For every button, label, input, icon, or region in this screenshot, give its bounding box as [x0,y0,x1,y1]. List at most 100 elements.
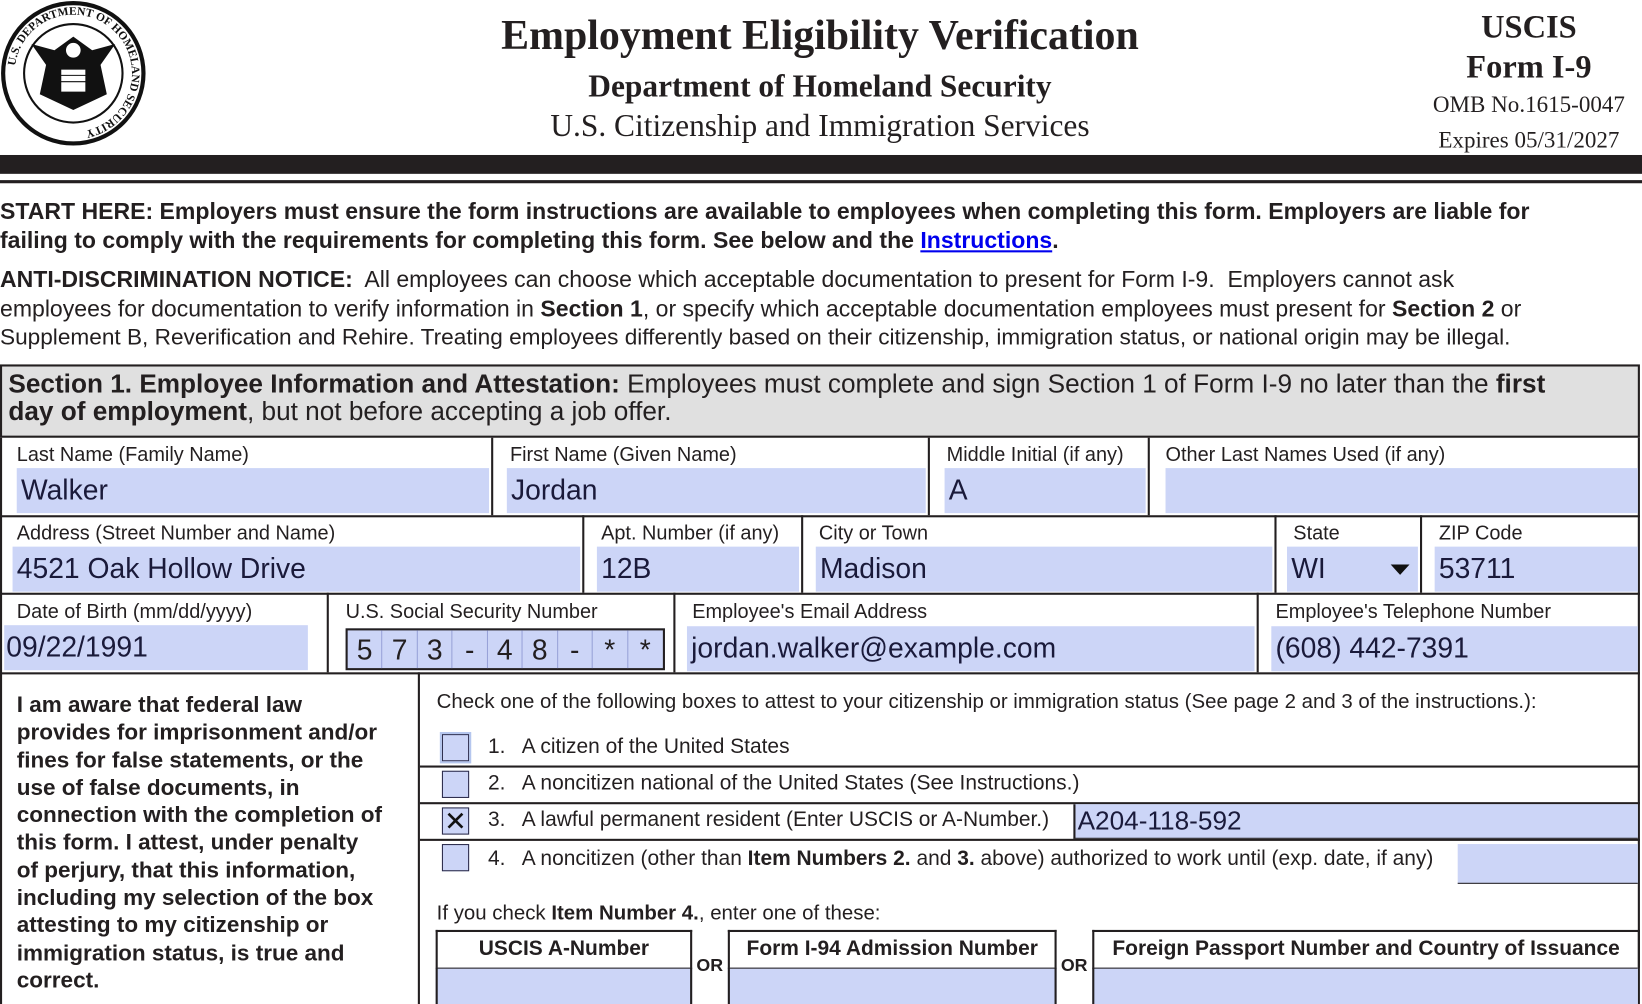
ssn-digit-cell[interactable]: 5 [348,630,383,669]
other-names-input[interactable] [1165,468,1638,514]
dhs-seal-logo: U.S. DEPARTMENT OF HOMELAND SECURITY [1,1,146,146]
checkmark-x-icon: ✕ [444,805,467,837]
attestation-statement-line: provides for imprisonment and/or [16,719,378,745]
ssn-digit-cell[interactable]: 4 [488,630,523,669]
uscis-a-number-header: USCIS A-Number [435,929,693,968]
instructions-link[interactable]: Instructions [920,227,1053,254]
ssn-digit-cell[interactable]: - [453,630,488,669]
column-divider [801,515,804,593]
option-2-label: 2. A noncitizen national of the United S… [487,771,1080,795]
column-divider [1256,592,1259,673]
option-divider [419,802,1640,804]
option-4-label: 4. A noncitizen (other than Item Numbers… [487,847,1434,871]
first-name-label: First Name (Given Name) [509,444,737,467]
column-divider [417,672,420,1004]
first-name-input[interactable]: Jordan [506,468,926,514]
attestation-statement-line: this form. I attest, under penalty [16,829,359,856]
ssn-digit-cell[interactable]: 7 [383,630,418,669]
column-divider [673,592,676,673]
column-divider [1420,515,1423,593]
header-bar [0,154,1642,174]
apt-label: Apt. Number (if any) [601,522,780,545]
right-border [1637,437,1640,1004]
anti-discrimination-line2: employees for documentation to verify in… [0,295,1522,322]
anti-discrimination-line3: Supplement B, Reverification and Rehire.… [0,323,1511,350]
city-input[interactable]: Madison [815,546,1273,592]
phone-input[interactable]: (608) 442-7391 [1271,626,1638,672]
start-here-notice: START HERE: Employers must ensure the fo… [0,197,1530,225]
option-1-label: 1. A citizen of the United States [487,735,790,759]
anti-discrimination-notice: ANTI-DISCRIMINATION NOTICE: All employee… [0,265,1455,293]
column-divider [582,515,585,593]
option-3-checkbox[interactable]: ✕ [441,805,470,837]
i94-number-header: Form I-94 Admission Number [727,929,1057,968]
attestation-statement-line: attesting to my citizenship or [16,912,329,938]
city-label: City or Town [818,522,929,545]
option-divider [419,765,1640,768]
email-input[interactable]: jordan.walker@example.com [686,626,1255,672]
foreign-passport-input[interactable] [1092,967,1638,1004]
ssn-digit-cell[interactable]: * [593,630,628,669]
expiration-date: Expires 05/31/2027 [1438,126,1620,153]
start-here-notice-2: failing to comply with the requirements … [0,227,1059,254]
phone-label: Employee's Telephone Number [1275,601,1552,624]
attestation-statement-line: I am aware that federal law [16,692,303,718]
agency-name: U.S. Citizenship and Immigration Service… [550,108,1090,144]
row-divider [0,672,1640,675]
state-value: WI [1291,552,1326,585]
citizenship-instruction: Check one of the following boxes to atte… [436,690,1537,714]
form-title: Employment Eligibility Verification [501,11,1139,59]
attestation-statement-line: connection with the completion of [16,802,382,828]
attestation-statement-line: use of false documents, in [16,774,300,800]
or-separator: OR [1060,955,1088,975]
left-border [0,437,3,1004]
a-number-input[interactable]: A204-118-592 [1073,804,1638,839]
apt-input[interactable]: 12B [596,546,800,592]
agency-short: USCIS [1481,8,1577,46]
address-label: Address (Street Number and Name) [16,522,336,545]
expiration-date-input[interactable] [1457,844,1638,884]
option-1-checkbox[interactable] [439,731,472,764]
option-2-checkbox[interactable] [441,770,470,798]
attestation-statement-line: correct. [16,967,100,993]
attestation-statement: I am aware that federal law provides for … [17,691,382,994]
address-input[interactable]: 4521 Oak Hollow Drive [12,546,581,592]
middle-initial-label: Middle Initial (if any) [946,444,1124,467]
uscis-a-number-input[interactable] [435,967,693,1004]
ssn-digit-cell[interactable]: - [558,630,593,669]
last-name-input[interactable]: Walker [16,468,490,514]
middle-initial-input[interactable]: A [944,468,1146,514]
dob-input[interactable]: 09/22/1991 [4,625,308,671]
item4-instruction: If you check Item Number 4., enter one o… [436,901,881,925]
row-divider [0,592,1640,595]
header-rule [0,180,1642,184]
attestation-statement-line: fines for false statements, or the [16,747,364,773]
other-names-label: Other Last Names Used (if any) [1165,444,1446,467]
dropdown-arrow-icon [1390,564,1410,575]
state-label: State [1293,522,1340,545]
foreign-passport-header: Foreign Passport Number and Country of I… [1092,929,1640,968]
ssn-digit-cell[interactable]: 3 [418,630,453,669]
column-divider [1147,437,1150,516]
attestation-statement-line: of perjury, that this information, [16,857,356,883]
ssn-digit-cell[interactable]: 8 [523,630,558,669]
ssn-input[interactable]: 5 7 3-4 8- * * [345,628,665,671]
column-divider [326,592,329,673]
zip-label: ZIP Code [1438,522,1523,545]
option-3-label: 3. A lawful permanent resident (Enter US… [487,808,1050,832]
omb-number: OMB No.1615-0047 [1432,91,1625,118]
zip-input[interactable]: 53711 [1434,546,1638,592]
option-4-checkbox[interactable] [441,844,470,872]
section1-header: Section 1. Employee Information and Atte… [0,364,1640,438]
state-select[interactable]: WI [1287,546,1418,592]
column-divider [927,437,930,516]
ssn-label: U.S. Social Security Number [345,601,598,624]
i94-number-input[interactable] [727,967,1057,1004]
attestation-statement-line: including my selection of the box [16,884,374,911]
column-divider [1274,515,1277,593]
email-label: Employee's Email Address [692,601,928,624]
department-name: Department of Homeland Security [588,69,1052,104]
form-number: Form I-9 [1466,48,1592,85]
ssn-digit-cell[interactable]: * [639,634,651,667]
